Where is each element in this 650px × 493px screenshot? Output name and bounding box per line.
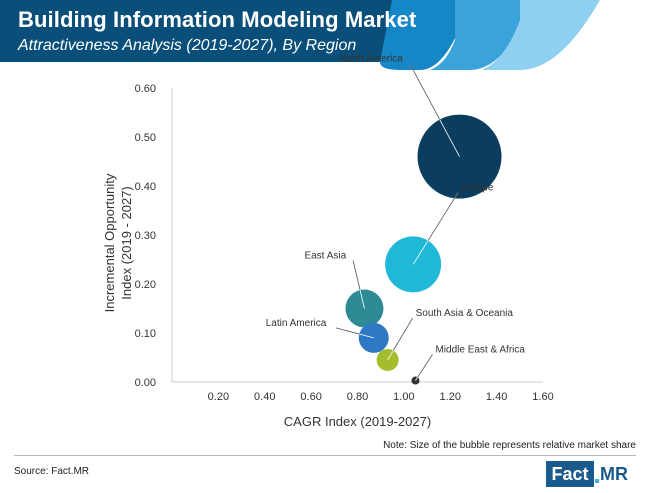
bubble-chart: 0.20 0.40 0.60 0.80 1.00 1.20 1.40 1.60 0.00 0.1… bbox=[102, 54, 554, 429]
chart-note: Note: Size of the bubble represents rela… bbox=[383, 440, 636, 451]
x-tick-label: 1.40 bbox=[486, 391, 507, 403]
logo-fact-text: Fact bbox=[546, 461, 594, 487]
x-axis-label: CAGR Index (2019-2027) bbox=[284, 414, 431, 429]
x-tick-labels: 0.20 0.40 0.60 0.80 1.00 1.20 1.40 1.60 bbox=[208, 391, 554, 403]
label-leader-line bbox=[352, 260, 361, 291]
logo-mr-text: MR bbox=[600, 464, 628, 484]
bubble-label: Middle East & Africa bbox=[435, 345, 525, 356]
y-tick-label: 0.50 bbox=[135, 132, 156, 144]
bubble-labels: North America Europe East Asia Latin Americ… bbox=[266, 54, 525, 381]
bubble-label: Europe bbox=[461, 182, 494, 193]
bubble-label: East Asia bbox=[304, 251, 346, 262]
x-tick-label: 1.20 bbox=[440, 391, 461, 403]
y-tick-label: 0.40 bbox=[135, 181, 156, 193]
y-tick-label: 0.60 bbox=[135, 83, 156, 95]
header-banner: Building Information Modeling Market Att… bbox=[0, 0, 650, 70]
y-axis-label-line2: Index (2019 - 2027) bbox=[119, 186, 134, 299]
label-leader-line bbox=[427, 192, 459, 241]
y-tick-label: 0.00 bbox=[135, 377, 156, 389]
label-leader-line bbox=[417, 354, 433, 378]
page-subtitle: Attractiveness Analysis (2019-2027), By … bbox=[18, 37, 357, 54]
x-tick-label: 1.60 bbox=[532, 391, 553, 403]
logo-dot bbox=[594, 465, 600, 483]
bubble-label: Latin America bbox=[266, 318, 327, 329]
y-tick-label: 0.10 bbox=[135, 328, 156, 340]
x-tick-label: 0.60 bbox=[300, 391, 321, 403]
bubble-label: North America bbox=[340, 54, 404, 65]
y-tick-labels: 0.00 0.10 0.20 0.30 0.40 0.50 0.60 bbox=[135, 83, 156, 389]
header-stripes bbox=[0, 0, 600, 70]
bubble-label: South Asia & Oceania bbox=[416, 308, 514, 319]
label-leader-line bbox=[392, 317, 413, 351]
source-text: Source: Fact.MR bbox=[14, 466, 90, 477]
y-axis-label-line1: Incremental Opportunity bbox=[102, 173, 117, 312]
factmr-logo: Fact MR bbox=[546, 461, 636, 487]
y-tick-label: 0.20 bbox=[135, 279, 156, 291]
page-title: Building Information Modeling Market bbox=[18, 7, 417, 32]
y-tick-label: 0.30 bbox=[135, 230, 156, 242]
footer-divider bbox=[14, 455, 636, 456]
label-leader-line bbox=[409, 63, 441, 120]
x-tick-label: 1.00 bbox=[393, 391, 414, 403]
x-tick-label: 0.80 bbox=[347, 391, 368, 403]
label-leader-line bbox=[335, 327, 360, 335]
x-tick-label: 0.40 bbox=[254, 391, 275, 403]
x-tick-label: 0.20 bbox=[208, 391, 229, 403]
